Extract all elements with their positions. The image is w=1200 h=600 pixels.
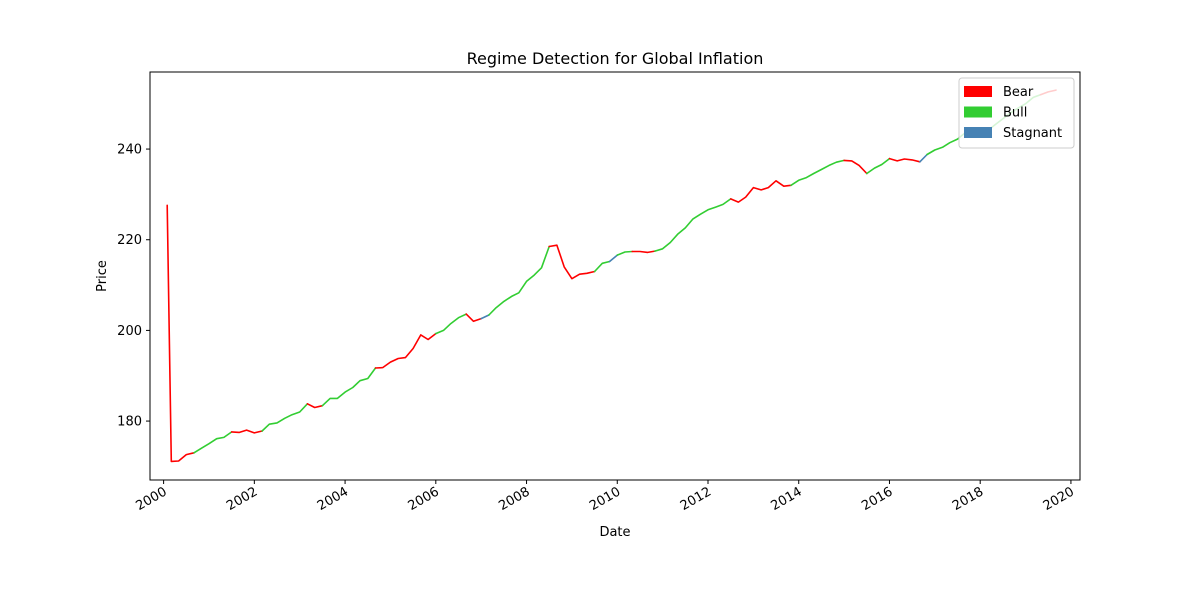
x-axis-label: Date (599, 525, 630, 540)
series-segment-bull-14 (616, 250, 633, 256)
series-segment-stagnant-13 (608, 254, 619, 263)
y-tick-label: 220 (117, 233, 142, 248)
series-segment-stagnant-22 (919, 153, 928, 163)
legend-swatch-stagnant (964, 127, 992, 138)
legend-label-bull: Bull (1003, 106, 1027, 121)
series-segment-bear-17 (729, 180, 792, 203)
series-segment-bear-11 (548, 244, 596, 280)
series-segment-bear-6 (374, 332, 437, 369)
series-segment-bull-10 (488, 245, 550, 316)
series-segment-bear-2 (230, 429, 263, 434)
series-segment-bull-12 (593, 260, 611, 273)
y-tick-label: 240 (117, 143, 142, 158)
legend-label-bear: Bear (1003, 85, 1034, 100)
series-segment-bull-1 (193, 431, 233, 454)
legend: Bear Bull Stagnant (958, 77, 1075, 149)
series-segment-bull-7 (435, 313, 467, 335)
series-segment-bull-20 (866, 157, 891, 175)
legend-swatch-bull (964, 106, 992, 118)
chart-title: Regime Detection for Global Inflation (467, 49, 764, 68)
series-segment-bull-16 (654, 198, 732, 252)
plot-frame (149, 71, 1081, 481)
legend-label-stagnant: Stagnant (1003, 126, 1062, 141)
y-tick-label: 200 (117, 324, 142, 339)
series-segment-bear-21 (888, 157, 921, 163)
series-segment-bull-3 (261, 403, 309, 432)
series-segment-bear-19 (843, 159, 868, 175)
y-axis-label: Price (95, 260, 110, 292)
series-segment-bull-18 (790, 159, 845, 187)
y-axis: 180 200 220 240 (117, 143, 150, 430)
y-tick-label: 180 (117, 415, 142, 430)
series-segment-bear-8 (465, 313, 482, 323)
series-segment-bear-4 (306, 403, 324, 409)
series-segment-bear-0 (166, 204, 195, 463)
series-segment-bull-5 (321, 367, 377, 407)
legend-swatch-bear (964, 86, 992, 97)
series-segment-bear-15 (631, 250, 656, 254)
series-segment-stagnant-9 (480, 314, 490, 320)
